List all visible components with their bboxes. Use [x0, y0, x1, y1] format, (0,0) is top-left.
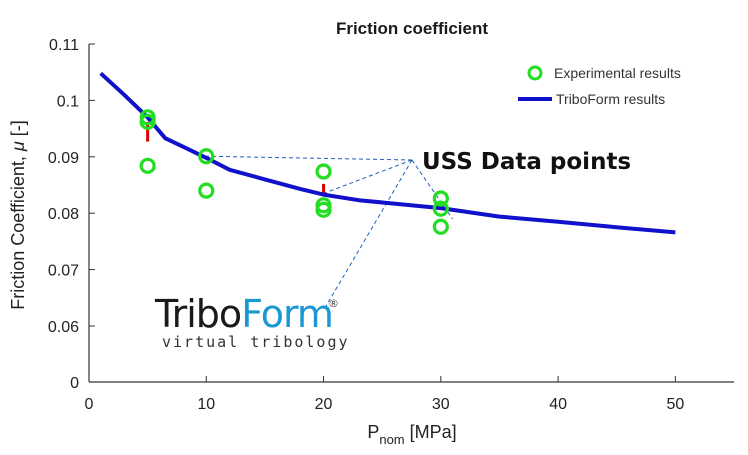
scatter-points [139, 109, 449, 235]
logo-wordmark: TriboForm [154, 292, 333, 336]
line-series [99, 71, 676, 235]
experimental-point [432, 200, 449, 217]
x-axis-label-subscript: nom [379, 432, 404, 447]
experimental-point [315, 163, 332, 180]
axes [88, 43, 734, 383]
y-axis-label-main: Friction Coefficient, [8, 151, 28, 310]
y-tick-label: 0.09 [48, 150, 79, 167]
x-axis-label: Pnom [MPa] [367, 422, 456, 447]
experimental-point [432, 190, 449, 207]
y-tick-label: 0.1 [57, 93, 79, 110]
chart-title: Friction coefficient [336, 19, 488, 38]
experimental-point [139, 113, 156, 130]
logo-tagline: virtual tribology [162, 333, 350, 351]
experimental-point [198, 182, 215, 199]
triboform-logo: TriboForm ® virtual tribology [154, 292, 350, 351]
y-tick-label: 0.11 [49, 37, 79, 54]
experimental-point [198, 148, 215, 165]
experimental-point [139, 157, 156, 174]
x-tick-label: 20 [315, 396, 333, 413]
y-tick-label: 0.08 [48, 206, 79, 223]
y-axis-label-unit: [-] [8, 120, 28, 141]
logo-part-form: Form [241, 292, 333, 336]
legend-marker-experimental [527, 65, 543, 81]
experimental-point [432, 218, 449, 235]
y-axis-label-symbol: μ [8, 141, 28, 152]
legend-label-triboform: TriboForm results [556, 91, 665, 107]
legend-label-experimental: Experimental results [554, 65, 681, 81]
x-tick-label: 10 [197, 396, 215, 413]
x-tick-label: 30 [432, 396, 450, 413]
x-tick-label: 0 [85, 396, 94, 413]
x-tick-label: 40 [549, 396, 567, 413]
annotation-line [206, 155, 413, 161]
annotation-line [323, 159, 413, 194]
y-tick-label: 0.07 [48, 263, 79, 280]
y-tick-label: 0 [70, 375, 79, 392]
triboform-line [99, 71, 676, 235]
x-axis-label-unit: [MPa] [405, 422, 457, 442]
logo-registered-mark: ® [328, 297, 339, 310]
y-axis-label: Friction Coefficient, μ [-] [8, 120, 28, 310]
tick-labels: 0 10 20 30 40 50 0 0.06 0.07 0.08 0.09 0.1 0.11 [48, 37, 685, 413]
x-axis-label-main: P [367, 422, 379, 442]
legend: Experimental results TriboForm results [518, 65, 681, 107]
annotation-line [323, 159, 413, 311]
logo-part-tribo: Tribo [154, 292, 241, 336]
experimental-point [315, 201, 332, 218]
x-tick-label: 50 [666, 396, 684, 413]
y-tick-label: 0.06 [48, 319, 79, 336]
annotation-text: USS Data points [422, 149, 631, 175]
